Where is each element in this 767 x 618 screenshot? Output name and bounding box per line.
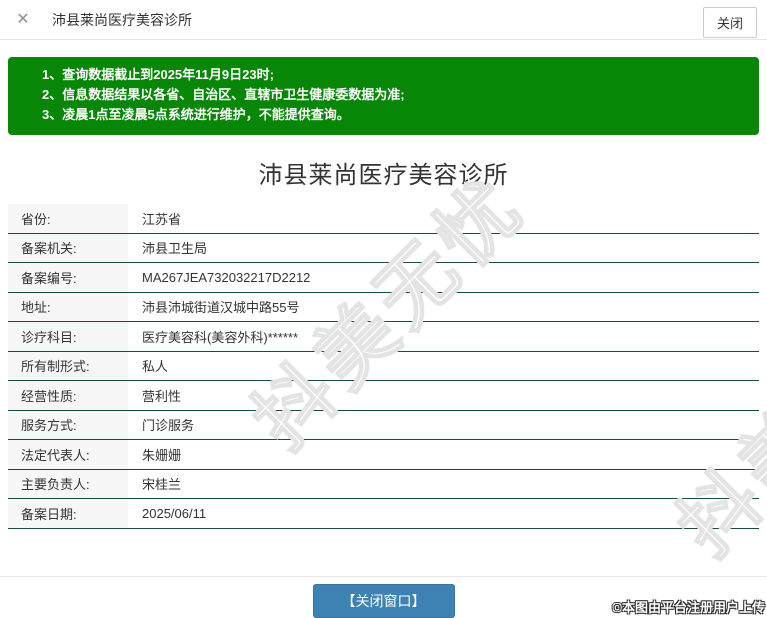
page-title: 沛县莱尚医疗美容诊所 <box>258 162 509 189</box>
notice-box: 1、查询数据截止到2025年11月9日23时; 2、信息数据结果以各省、自治区、… <box>8 57 759 135</box>
table-row-filing-date: 备案日期: 2025/06/11 <box>8 499 759 529</box>
table-row-province: 省份: 江苏省 <box>8 204 759 234</box>
info-table: 省份: 江苏省 备案机关: 沛县卫生局 备案编号: MA267JEA732032… <box>8 204 759 529</box>
field-value: MA267JEA732032217D2212 <box>142 269 311 285</box>
table-row-service-mode: 服务方式: 门诊服务 <box>8 410 759 440</box>
field-label: 所有制形式: <box>8 351 128 380</box>
field-label: 主要负责人: <box>8 469 128 498</box>
close-icon[interactable]: ✕ <box>16 10 30 28</box>
table-row-clinical-subjects: 诊疗科目: 医疗美容科(美容外科)****** <box>8 322 759 352</box>
field-value: 朱姗姗 <box>142 447 182 463</box>
field-label: 省份: <box>8 204 128 233</box>
table-row-filing-authority: 备案机关: 沛县卫生局 <box>8 233 759 263</box>
notice-line-1: 1、查询数据截止到2025年11月9日23时; <box>42 67 274 82</box>
notice-line-2: 2、信息数据结果以各省、自治区、直辖市卫生健康委数据为准; <box>42 87 405 102</box>
table-row-ownership: 所有制形式: 私人 <box>8 351 759 381</box>
field-label: 备案编号: <box>8 263 128 292</box>
copyright-note: ©本图由平台注册用户上传 <box>612 600 765 615</box>
field-label: 法定代表人: <box>8 440 128 469</box>
close-button[interactable]: 关闭 <box>702 7 757 38</box>
field-value: 沛县卫生局 <box>142 241 208 257</box>
field-label: 备案日期: <box>8 499 128 528</box>
field-value: 营利性 <box>142 388 182 404</box>
table-row-legal-representative: 法定代表人: 朱姗姗 <box>8 440 759 470</box>
field-label: 地址: <box>8 292 128 321</box>
field-value: 沛县沛城街道汉城中路55号 <box>142 300 300 316</box>
field-value: 医疗美容科(美容外科)****** <box>142 329 299 345</box>
field-value: 门诊服务 <box>142 418 195 434</box>
table-row-address: 地址: 沛县沛城街道汉城中路55号 <box>8 292 759 322</box>
field-value: 宋桂兰 <box>142 477 182 493</box>
window-titlebar: ✕ 沛县莱尚医疗美容诊所 关闭 <box>0 0 767 40</box>
window-title: 沛县莱尚医疗美容诊所 <box>52 11 192 28</box>
field-value: 2025/06/11 <box>142 505 207 521</box>
notice-line-3: 3、凌晨1点至凌晨5点系统进行维护，不能提供查询。 <box>42 107 350 122</box>
field-label: 诊疗科目: <box>8 322 128 351</box>
table-row-business-nature: 经营性质: 营利性 <box>8 381 759 411</box>
footer-divider <box>0 576 767 577</box>
field-value: 江苏省 <box>142 211 182 227</box>
table-row-filing-number: 备案编号: MA267JEA732032217D2212 <box>8 263 759 293</box>
field-label: 服务方式: <box>8 410 128 439</box>
table-row-principal: 主要负责人: 宋桂兰 <box>8 469 759 499</box>
field-value: 私人 <box>142 359 169 375</box>
field-label: 备案机关: <box>8 233 128 262</box>
close-window-button[interactable]: 【关闭窗口】 <box>312 584 455 618</box>
field-label: 经营性质: <box>8 381 128 410</box>
